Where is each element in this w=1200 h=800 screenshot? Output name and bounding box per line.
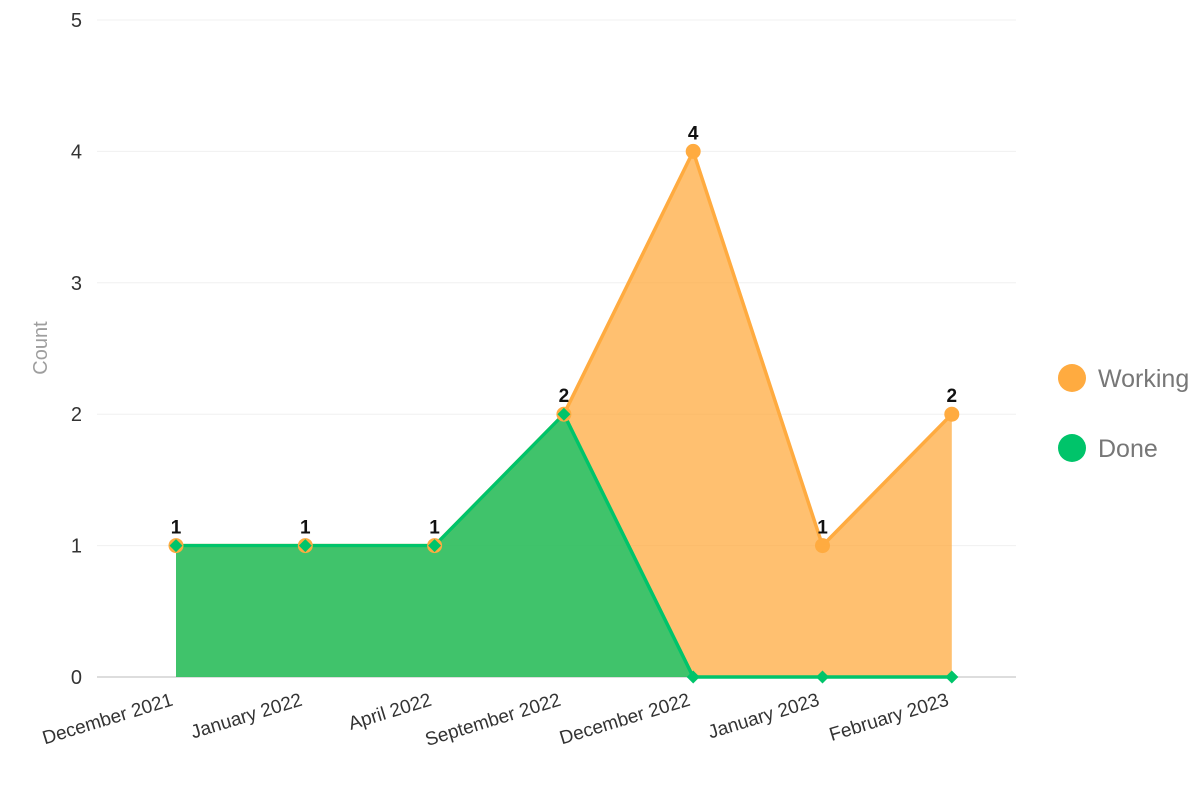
legend-swatch <box>1058 364 1086 392</box>
y-tick-label: 5 <box>71 10 82 32</box>
point-done[interactable] <box>945 670 959 684</box>
point-done[interactable] <box>428 539 442 553</box>
data-label: 4 <box>688 123 699 144</box>
data-label: 1 <box>300 518 311 539</box>
y-tick-label: 3 <box>71 273 82 295</box>
y-tick-label: 4 <box>71 141 82 163</box>
point-done[interactable] <box>169 539 183 553</box>
y-axis-label: Count <box>30 321 52 375</box>
x-tick-label: January 2022 <box>188 690 304 744</box>
x-tick-label: September 2022 <box>423 690 564 751</box>
point-working[interactable] <box>815 538 830 554</box>
y-axis: 0 1 2 3 4 5 <box>71 10 82 689</box>
y-tick-label: 2 <box>71 404 82 426</box>
x-tick-label: December 2022 <box>557 690 692 750</box>
point-done[interactable] <box>557 407 571 421</box>
point-working[interactable] <box>944 406 960 422</box>
legend-swatch <box>1058 434 1086 462</box>
data-label: 1 <box>817 518 828 539</box>
y-tick-label: 1 <box>71 536 82 558</box>
data-label: 2 <box>947 386 958 407</box>
legend-label: Done <box>1098 435 1158 463</box>
x-tick-label: December 2021 <box>40 690 175 750</box>
y-tick-label: 0 <box>71 667 82 689</box>
point-done[interactable] <box>816 670 829 684</box>
legend-item-done[interactable]: Done <box>1058 434 1158 463</box>
point-working[interactable] <box>685 143 701 159</box>
data-label: 1 <box>171 518 182 539</box>
legend-item-working[interactable]: Working <box>1058 364 1189 393</box>
data-label: 2 <box>559 386 570 407</box>
x-tick-label: April 2022 <box>346 690 434 735</box>
legend-label: Working <box>1098 365 1189 393</box>
x-tick-label: February 2023 <box>827 690 951 746</box>
area-done <box>176 414 952 677</box>
point-done[interactable] <box>686 670 700 684</box>
data-labels: 1 1 1 2 4 1 2 <box>171 123 957 538</box>
x-tick-label: January 2023 <box>706 690 822 744</box>
data-label: 1 <box>429 518 440 539</box>
series-markers <box>168 143 960 684</box>
x-axis: December 2021 January 2022 April 2022Septe… <box>40 690 951 751</box>
point-done[interactable] <box>298 539 312 553</box>
legend[interactable]: Working Done <box>1058 364 1189 463</box>
